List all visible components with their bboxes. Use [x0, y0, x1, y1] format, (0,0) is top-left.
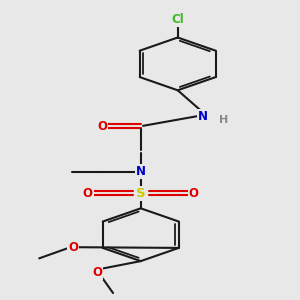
Text: Cl: Cl: [171, 13, 184, 26]
Text: O: O: [83, 187, 93, 200]
Text: N: N: [136, 165, 146, 178]
Text: O: O: [98, 120, 107, 133]
Text: O: O: [189, 187, 199, 200]
Text: S: S: [136, 187, 146, 200]
Text: O: O: [68, 241, 78, 254]
Text: N: N: [198, 110, 208, 123]
Text: H: H: [219, 115, 229, 125]
Text: O: O: [92, 266, 102, 279]
